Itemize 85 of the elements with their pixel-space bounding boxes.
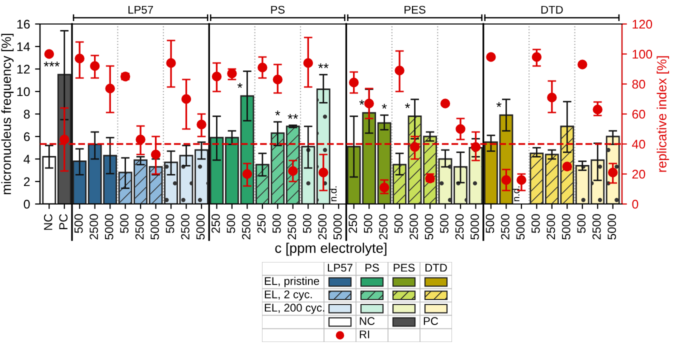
text: LP57: [328, 264, 352, 272]
x-tick-label: 500: [577, 214, 586, 233]
x-tick-label: 5000: [333, 214, 342, 240]
x-tick-label: 500: [440, 214, 448, 233]
y2-tick-label: 60: [632, 110, 646, 119]
y-tick-label: 10: [17, 87, 30, 96]
y2-axis-title: replicative index [%]: [656, 56, 670, 172]
text: DTD: [541, 6, 563, 14]
text: EL, 2 cyc.: [264, 290, 312, 301]
text: n.d.: [512, 186, 520, 202]
x-tick-label: 500: [531, 214, 540, 233]
text: LP57: [128, 6, 153, 14]
data-label: *: [382, 104, 387, 109]
x-tick-label: 500: [486, 214, 494, 233]
y2-tick-label: 80: [632, 80, 646, 89]
data-label: *: [237, 83, 242, 88]
text: n.d.: [330, 186, 337, 202]
x-tick-label: 5000: [150, 214, 159, 240]
x-axis-title: c [ppm electrolyte]: [275, 242, 386, 256]
text: NC: [360, 317, 375, 325]
text: PES: [404, 6, 426, 14]
text: PS: [366, 264, 379, 272]
x-tick-label: 2500: [379, 214, 388, 240]
data-label: ***: [44, 62, 60, 66]
text: PES: [394, 264, 415, 272]
data-label: **: [288, 114, 298, 119]
y-tick-label: 16: [17, 20, 30, 29]
x-tick-label: 500: [272, 214, 281, 233]
x-tick-label: 250: [257, 214, 266, 233]
text: EL, 200 cyc.: [264, 304, 324, 314]
x-tick-label: 2500: [242, 214, 250, 240]
x-tick-label: 500: [302, 214, 312, 233]
x-tick-label: 2500: [410, 214, 418, 240]
data-label: *: [275, 110, 280, 116]
legend-label: RI: [360, 330, 370, 338]
x-tick-label: 2500: [288, 214, 296, 240]
x-tick-label: 500: [364, 214, 372, 233]
x-tick-label: 2500: [135, 214, 144, 240]
x-tick-label: 2500: [181, 214, 190, 240]
y-tick-label: 8: [24, 110, 30, 119]
x-tick-label: 5000: [104, 214, 114, 240]
point: [44, 49, 54, 59]
y-tick-label: 4: [24, 154, 30, 164]
x-tick-label: 2500: [90, 214, 98, 240]
x-tick-label: 5000: [470, 214, 479, 240]
text: EL, pristine: [264, 276, 320, 288]
y2-tick-label: 0: [632, 200, 638, 209]
x-tick-label: 2500: [501, 214, 510, 240]
x-tick-label: 500: [74, 214, 83, 233]
x-tick-label: NC: [44, 214, 52, 230]
y-tick-label: 14: [17, 42, 30, 52]
text: PS: [271, 6, 285, 14]
data-label: *: [496, 102, 502, 107]
x-tick-label: 2500: [592, 214, 601, 240]
x-tick-label: 2500: [546, 214, 556, 240]
x-tick-label: 250: [212, 214, 220, 233]
x-tick-label: 250: [348, 214, 358, 233]
text: PC: [424, 317, 438, 325]
y-tick-label: 2: [24, 177, 30, 186]
y-tick-label: 12: [17, 64, 30, 74]
x-tick-label: 500: [166, 214, 174, 233]
y2-tick-label: 40: [632, 140, 646, 149]
data-label: *: [405, 103, 410, 108]
x-tick-label: 500: [120, 214, 128, 233]
y-tick-label: 6: [24, 132, 30, 142]
data-label: **: [318, 63, 329, 68]
x-tick-label: 500: [394, 214, 403, 233]
y-axis-title: micronucleus frequency [%]: [1, 34, 14, 194]
x-tick-label: 5000: [562, 214, 570, 240]
point: [440, 98, 450, 108]
x-tick-label: 2500: [455, 214, 464, 240]
x-tick-label: 5000: [196, 214, 205, 240]
text: DTD: [425, 264, 447, 272]
x-tick-label: 500: [226, 214, 236, 233]
y2-tick-label: 100: [632, 50, 652, 59]
x-tick-label: 5000: [608, 214, 616, 240]
y2-tick-label: 20: [632, 170, 646, 179]
y2-tick-label: 120: [632, 20, 652, 29]
y-tick-label: 0: [24, 200, 30, 209]
x-tick-label: 5000: [424, 214, 434, 240]
x-tick-label: 5000: [516, 214, 525, 240]
point: [486, 52, 496, 62]
data-label: *: [359, 100, 364, 105]
x-tick-label: 2500: [318, 214, 327, 240]
x-tick-label: PC: [59, 214, 68, 230]
